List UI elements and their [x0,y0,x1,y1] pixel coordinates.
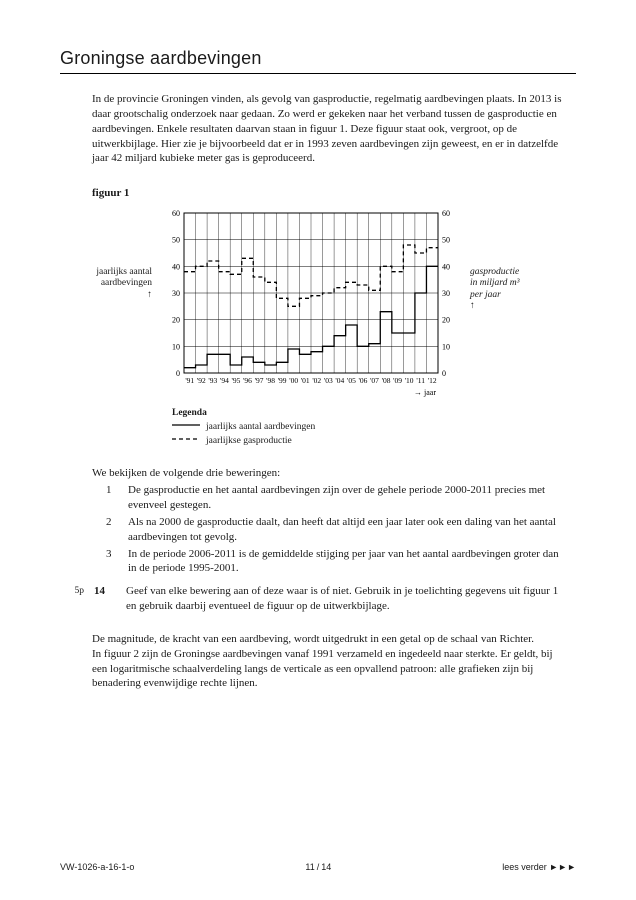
beweringen-list: 1De gasproductie en het aantal aardbevin… [106,483,566,576]
svg-text:'08: '08 [382,376,391,385]
bewering-item: 2Als na 2000 de gasproductie daalt, dan … [106,515,566,545]
question-text: Geef van elke bewering aan of deze waar … [126,584,566,614]
question-points: 5p [64,584,84,614]
title-rule [60,73,576,74]
y-axis-right-label: gasproductiein miljard m³per jaar↑ [470,207,530,313]
svg-text:'07: '07 [370,376,379,385]
y-axis-left-label: jaarlijks aantalaardbevingen↑ [92,207,152,301]
chart-legend: Legenda jaarlijks aantal aardbevingenjaa… [172,407,566,448]
footer-right: lees verder ►►► [502,862,576,872]
svg-text:'03: '03 [324,376,333,385]
svg-text:'02: '02 [312,376,321,385]
footer-pages: 11 / 14 [305,862,331,872]
svg-text:'96: '96 [243,376,252,385]
figure-1: jaarlijks aantalaardbevingen↑ 0 10 20 30 40 5… [92,207,566,397]
svg-text:'98: '98 [266,376,275,385]
svg-text:'05: '05 [347,376,356,385]
svg-text:'97: '97 [255,376,264,385]
svg-text:'06: '06 [359,376,368,385]
footer-left: VW-1026-a-16-1-o [60,862,134,872]
page-footer: VW-1026-a-16-1-o 11 / 14 lees verder ►►► [60,862,576,872]
footer-page-current: 11 [305,862,314,872]
footer-page-total: 14 [321,862,331,872]
svg-text:10: 10 [442,342,450,351]
svg-text:'91: '91 [185,376,194,385]
bewering-item: 1De gasproductie en het aantal aardbevin… [106,483,566,513]
legend-item-aardbevingen: jaarlijks aantal aardbevingen [172,421,566,435]
svg-text:30: 30 [442,289,450,298]
svg-text:'01: '01 [301,376,310,385]
svg-text:0: 0 [176,369,180,378]
intro-paragraph: In de provincie Groningen vinden, als ge… [92,92,566,166]
svg-text:'11: '11 [416,376,425,385]
svg-text:'93: '93 [208,376,217,385]
svg-text:30: 30 [172,289,180,298]
svg-text:10: 10 [172,342,180,351]
legend-item-gasproductie: jaarlijkse gasproductie [172,435,566,449]
footer-slash: / [317,862,320,872]
svg-text:20: 20 [172,316,180,325]
svg-text:'04: '04 [335,376,344,385]
svg-text:'92: '92 [197,376,206,385]
question-number: 14 [94,584,116,614]
bewering-item: 3In de periode 2006-2011 is de gemiddeld… [106,547,566,577]
svg-text:→ jaar: → jaar [414,388,436,397]
beweringen-intro: We bekijken de volgende drie beweringen: [92,466,566,481]
svg-text:50: 50 [442,236,450,245]
svg-text:'00: '00 [289,376,298,385]
svg-text:40: 40 [172,262,180,271]
svg-text:40: 40 [442,262,450,271]
svg-text:0: 0 [442,369,446,378]
svg-text:20: 20 [442,316,450,325]
svg-text:'09: '09 [393,376,402,385]
figure-label: figuur 1 [92,186,566,201]
svg-text:60: 60 [442,209,450,218]
svg-text:60: 60 [172,209,180,218]
svg-text:'95: '95 [232,376,241,385]
page-title: Groningse aardbevingen [60,48,576,69]
svg-text:'10: '10 [405,376,414,385]
svg-text:'99: '99 [278,376,287,385]
chart-canvas: 01020304050600102030405060'91'92'93'94'9… [156,207,466,397]
legend-title: Legenda [172,407,566,421]
svg-text:'94: '94 [220,376,229,385]
svg-text:'12: '12 [428,376,437,385]
magnitude-paragraph: De magnitude, de kracht van een aardbevi… [92,632,566,691]
svg-text:50: 50 [172,236,180,245]
